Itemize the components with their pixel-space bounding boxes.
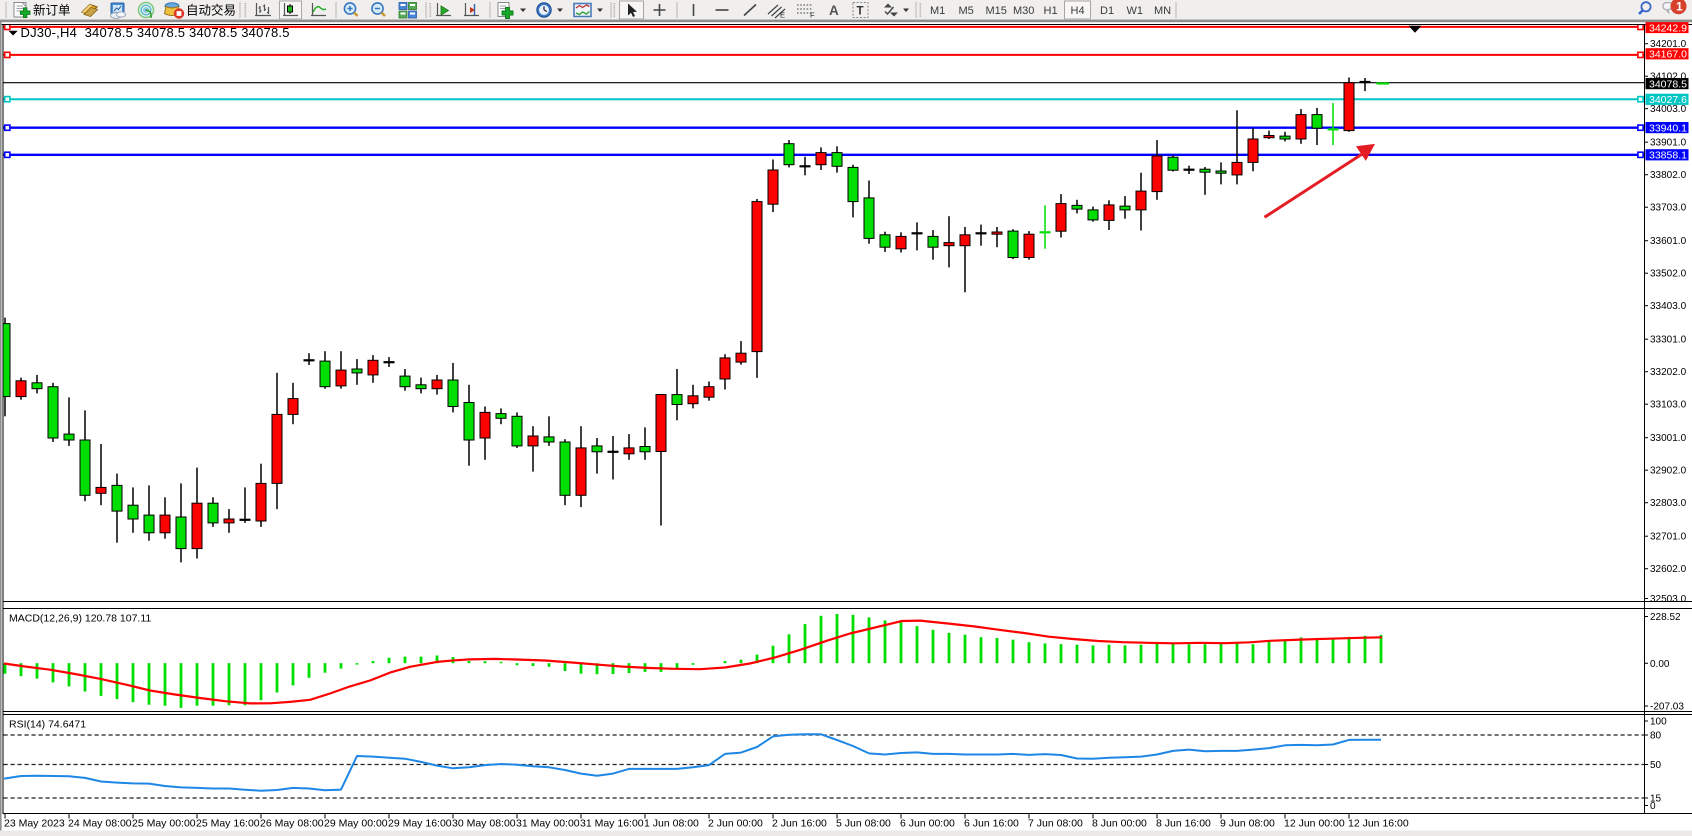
svg-text:M5: M5 — [959, 5, 974, 17]
svg-text:D1: D1 — [1100, 5, 1114, 17]
svg-text:0.00: 0.00 — [1650, 659, 1670, 670]
svg-text:M1: M1 — [930, 5, 945, 17]
svg-text:2 Jun 16:00: 2 Jun 16:00 — [772, 818, 827, 830]
svg-text:33858.1: 33858.1 — [1649, 150, 1687, 162]
svg-text:9 Jun 08:00: 9 Jun 08:00 — [1220, 818, 1275, 830]
svg-text:32902.0: 32902.0 — [1650, 466, 1687, 477]
svg-text:33202.0: 33202.0 — [1650, 367, 1687, 378]
svg-text:H1: H1 — [1044, 5, 1058, 17]
svg-text:33103.0: 33103.0 — [1650, 400, 1687, 411]
svg-text:33502.0: 33502.0 — [1650, 269, 1687, 280]
svg-text:33901.0: 33901.0 — [1650, 138, 1687, 149]
svg-text:RSI(14) 74.6471: RSI(14) 74.6471 — [9, 719, 86, 731]
svg-text:-207.03: -207.03 — [1650, 702, 1684, 713]
svg-text:F: F — [810, 11, 815, 20]
svg-text:32803.0: 32803.0 — [1650, 498, 1687, 509]
svg-text:0: 0 — [1650, 801, 1656, 812]
svg-text:W1: W1 — [1127, 5, 1144, 17]
svg-text:33001.0: 33001.0 — [1650, 433, 1687, 444]
svg-text:31 May 00:00: 31 May 00:00 — [516, 818, 580, 830]
svg-text:34027.6: 34027.6 — [1649, 94, 1687, 106]
svg-text:A: A — [829, 3, 839, 18]
svg-text:34102.0: 34102.0 — [1650, 72, 1687, 83]
svg-text:12 Jun 16:00: 12 Jun 16:00 — [1348, 818, 1409, 830]
svg-text:228.52: 228.52 — [1650, 612, 1681, 623]
svg-text:34003.0: 34003.0 — [1650, 104, 1687, 115]
svg-text:15: 15 — [1650, 794, 1662, 805]
svg-text:32503.0: 32503.0 — [1650, 594, 1687, 605]
svg-text:MACD(12,26,9) 120.78 107.11: MACD(12,26,9) 120.78 107.11 — [9, 613, 151, 625]
svg-text:7 Jun 08:00: 7 Jun 08:00 — [1028, 818, 1083, 830]
svg-text:6 Jun 00:00: 6 Jun 00:00 — [900, 818, 955, 830]
svg-text:E: E — [780, 11, 785, 20]
svg-text:12 Jun 00:00: 12 Jun 00:00 — [1284, 818, 1345, 830]
svg-text:34078.5: 34078.5 — [1649, 78, 1687, 90]
svg-text:80: 80 — [1650, 731, 1662, 742]
svg-text:M30: M30 — [1013, 5, 1034, 17]
svg-text:24 May 08:00: 24 May 08:00 — [68, 818, 132, 830]
svg-text:33301.0: 33301.0 — [1650, 335, 1687, 346]
svg-text:33601.0: 33601.0 — [1650, 236, 1687, 247]
svg-text:6 Jun 16:00: 6 Jun 16:00 — [964, 818, 1019, 830]
svg-text:33940.1: 33940.1 — [1649, 122, 1687, 134]
svg-text:29 May 16:00: 29 May 16:00 — [388, 818, 452, 830]
svg-text:T: T — [857, 6, 864, 18]
svg-text:2 Jun 00:00: 2 Jun 00:00 — [708, 818, 763, 830]
svg-text:26 May 08:00: 26 May 08:00 — [260, 818, 324, 830]
svg-text:33403.0: 33403.0 — [1650, 301, 1687, 312]
svg-text:34167.0: 34167.0 — [1649, 49, 1687, 61]
svg-text:34242.9: 34242.9 — [1649, 22, 1687, 34]
svg-text:31 May 16:00: 31 May 16:00 — [580, 818, 644, 830]
svg-text:H4: H4 — [1071, 5, 1085, 17]
svg-text:1 Jun 08:00: 1 Jun 08:00 — [644, 818, 699, 830]
svg-text:30 May 08:00: 30 May 08:00 — [452, 818, 516, 830]
svg-text:33802.0: 33802.0 — [1650, 170, 1687, 181]
svg-text:25 May 16:00: 25 May 16:00 — [196, 818, 260, 830]
svg-text:DJ30-,H4 34078.5 34078.5 3407: DJ30-,H4 34078.5 34078.5 34078.5 34078.5 — [21, 25, 290, 40]
svg-text:50: 50 — [1650, 760, 1662, 771]
svg-text:5 Jun 08:00: 5 Jun 08:00 — [836, 818, 891, 830]
svg-text:自动交易: 自动交易 — [186, 3, 236, 18]
svg-text:25 May 00:00: 25 May 00:00 — [132, 818, 196, 830]
svg-text:34201.0: 34201.0 — [1650, 39, 1687, 50]
svg-text:1: 1 — [1676, 0, 1683, 14]
svg-text:32602.0: 32602.0 — [1650, 564, 1687, 575]
svg-text:32701.0: 32701.0 — [1650, 532, 1687, 543]
svg-text:29 May 00:00: 29 May 00:00 — [324, 818, 388, 830]
svg-text:M15: M15 — [986, 5, 1007, 17]
svg-text:100: 100 — [1650, 717, 1667, 728]
svg-text:新订单: 新订单 — [33, 3, 71, 18]
svg-text:33703.0: 33703.0 — [1650, 203, 1687, 214]
svg-text:8 Jun 16:00: 8 Jun 16:00 — [1156, 818, 1211, 830]
svg-text:8 Jun 00:00: 8 Jun 00:00 — [1092, 818, 1147, 830]
svg-text:MN: MN — [1154, 5, 1171, 17]
svg-text:23 May 2023: 23 May 2023 — [4, 818, 65, 830]
